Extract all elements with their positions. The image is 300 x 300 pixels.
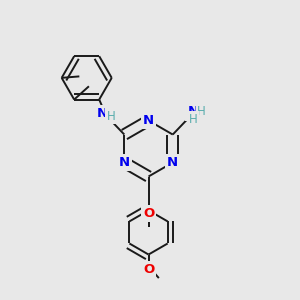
Text: N: N bbox=[119, 156, 130, 169]
Bar bbox=[118, 157, 130, 168]
Text: N: N bbox=[97, 107, 108, 120]
Text: N: N bbox=[188, 105, 199, 118]
Bar bbox=[142, 115, 155, 126]
Text: H: H bbox=[189, 113, 198, 126]
Text: O: O bbox=[143, 263, 154, 276]
Text: H: H bbox=[107, 110, 116, 123]
Bar bbox=[95, 108, 110, 119]
Text: N: N bbox=[167, 156, 178, 169]
Bar bbox=[143, 208, 154, 218]
Bar bbox=[185, 106, 202, 121]
Bar bbox=[167, 157, 179, 168]
Text: H: H bbox=[197, 105, 206, 118]
Bar bbox=[143, 265, 154, 274]
Text: O: O bbox=[143, 207, 154, 220]
Text: N: N bbox=[143, 114, 154, 127]
